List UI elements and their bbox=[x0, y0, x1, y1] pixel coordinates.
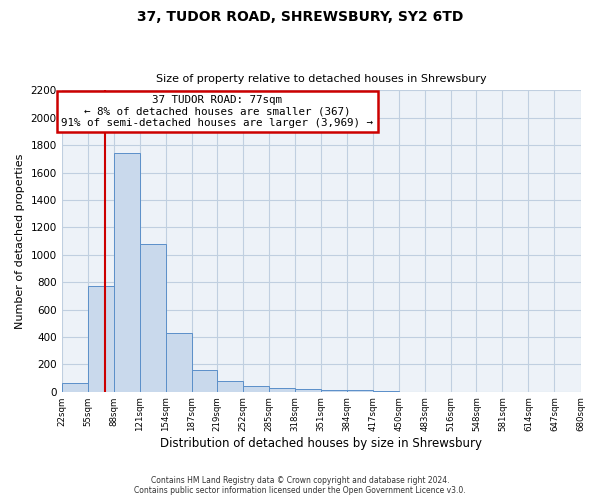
Bar bbox=[347, 390, 373, 392]
Text: 37 TUDOR ROAD: 77sqm
← 8% of detached houses are smaller (367)
91% of semi-detac: 37 TUDOR ROAD: 77sqm ← 8% of detached ho… bbox=[61, 95, 373, 128]
Text: Contains HM Land Registry data © Crown copyright and database right 2024.
Contai: Contains HM Land Registry data © Crown c… bbox=[134, 476, 466, 495]
Title: Size of property relative to detached houses in Shrewsbury: Size of property relative to detached ho… bbox=[156, 74, 487, 84]
Y-axis label: Number of detached properties: Number of detached properties bbox=[15, 154, 25, 328]
Text: 37, TUDOR ROAD, SHREWSBURY, SY2 6TD: 37, TUDOR ROAD, SHREWSBURY, SY2 6TD bbox=[137, 10, 463, 24]
X-axis label: Distribution of detached houses by size in Shrewsbury: Distribution of detached houses by size … bbox=[160, 437, 482, 450]
Bar bbox=[140, 244, 166, 392]
Bar bbox=[192, 370, 217, 392]
Bar bbox=[243, 386, 269, 392]
Bar bbox=[62, 384, 88, 392]
Bar bbox=[114, 154, 140, 392]
Bar bbox=[166, 333, 192, 392]
Bar bbox=[373, 391, 399, 392]
Bar bbox=[217, 380, 243, 392]
Bar bbox=[269, 388, 295, 392]
Bar bbox=[321, 390, 347, 392]
Bar bbox=[295, 389, 321, 392]
Bar bbox=[88, 286, 114, 392]
